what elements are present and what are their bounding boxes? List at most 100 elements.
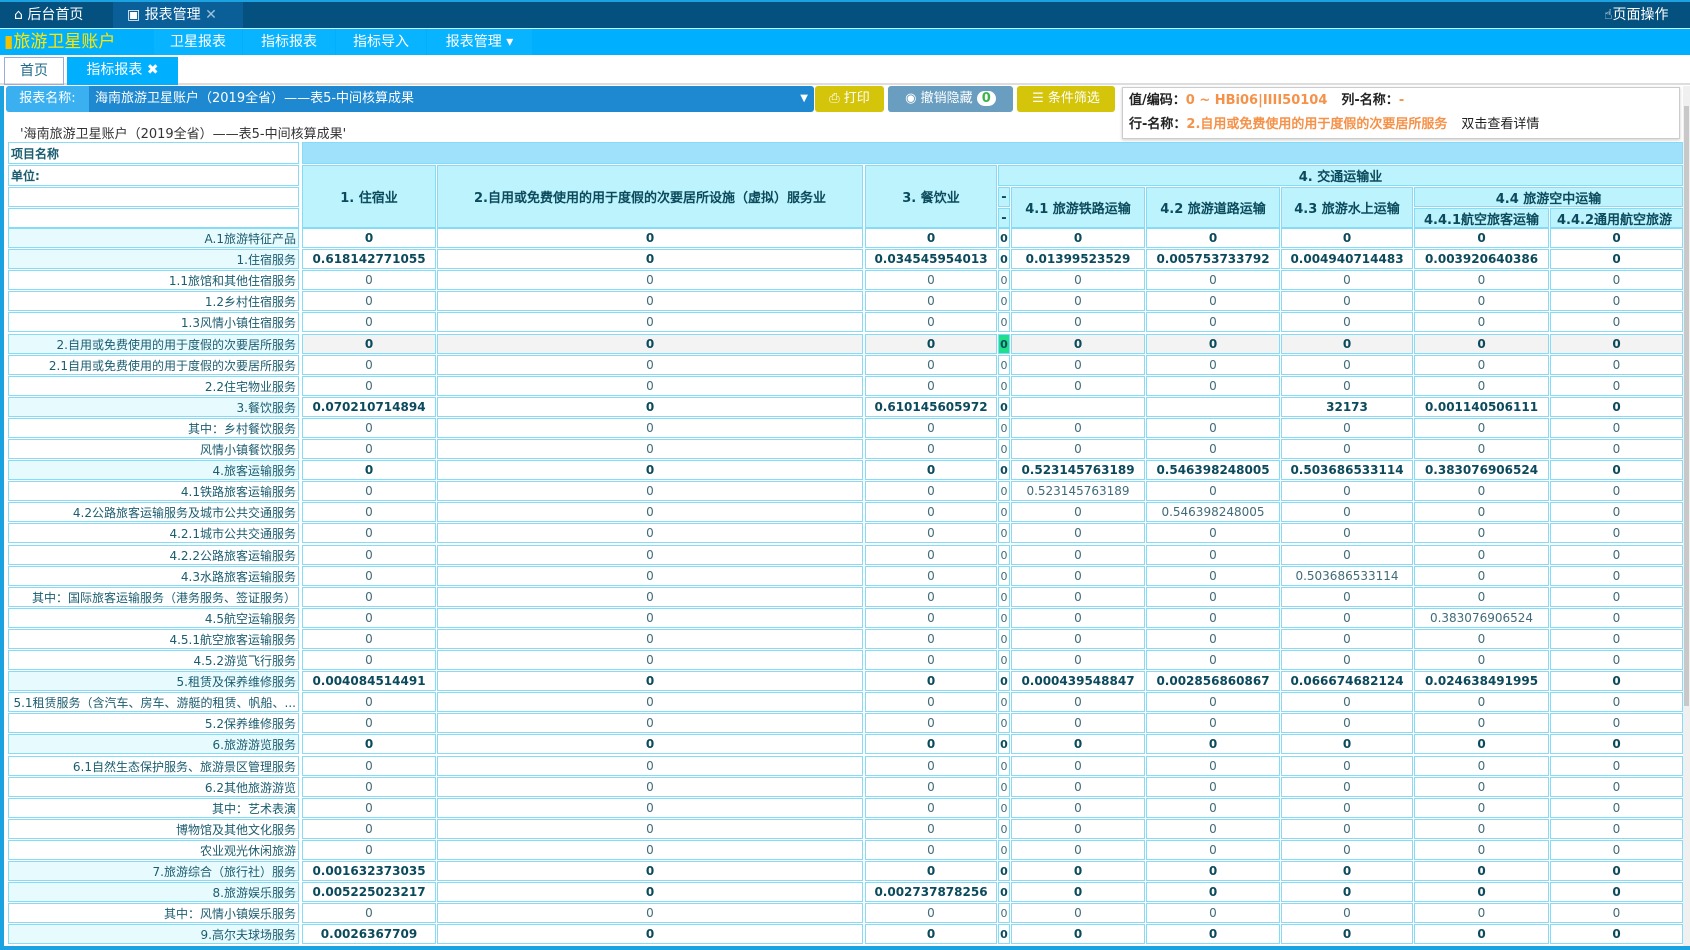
report-select[interactable]: 海南旅游卫星账户（2019全省）——表5-中间核算成果 ▼ (89, 86, 814, 112)
table-cell[interactable]: 0 (1414, 882, 1549, 902)
table-cell[interactable]: 0 (1146, 334, 1280, 354)
table-cell[interactable]: 0 (1281, 523, 1413, 543)
table-cell[interactable]: 0 (998, 481, 1010, 501)
nav-indicator-report[interactable]: 指标报表 (243, 29, 335, 55)
table-cell[interactable]: 0 (1550, 692, 1683, 712)
table-cell[interactable]: 0.004084514491 (302, 671, 436, 691)
table-cell[interactable]: 0 (1281, 439, 1413, 459)
table-cell[interactable]: 0 (1011, 840, 1145, 860)
table-cell[interactable]: 0 (1281, 608, 1413, 628)
table-cell[interactable]: 0 (437, 545, 863, 565)
table-cell[interactable]: 0.002856860867 (1146, 671, 1280, 691)
table-cell[interactable]: 0 (302, 903, 436, 923)
table-cell[interactable]: 0 (865, 312, 997, 332)
table-cell[interactable]: 0 (998, 566, 1010, 586)
table-cell[interactable]: 0 (1281, 924, 1413, 944)
table-cell[interactable]: 0 (437, 924, 863, 944)
table-cell[interactable]: 0 (302, 545, 436, 565)
table-cell[interactable]: 0 (302, 566, 436, 586)
table-cell[interactable]: 0 (1281, 819, 1413, 839)
table-cell[interactable]: 0 (1146, 882, 1280, 902)
table-cell[interactable]: 0 (302, 228, 436, 248)
table-cell[interactable]: 0.024638491995 (1414, 671, 1549, 691)
table-cell[interactable]: 0 (1550, 608, 1683, 628)
table-cell[interactable]: 0 (1281, 270, 1413, 290)
table-cell[interactable]: 0 (1011, 924, 1145, 944)
table-cell[interactable]: 0 (437, 312, 863, 332)
table-cell[interactable]: 0 (1281, 650, 1413, 670)
table-cell[interactable]: 0 (1146, 587, 1280, 607)
table-cell[interactable]: 0 (1146, 228, 1280, 248)
table-cell[interactable]: 0 (865, 460, 997, 480)
table-cell[interactable]: 0 (437, 228, 863, 248)
table-cell[interactable]: 0 (1550, 734, 1683, 754)
table-cell[interactable]: 0 (1146, 819, 1280, 839)
nav-indicator-import[interactable]: 指标导入 (336, 29, 426, 55)
table-cell[interactable]: 0 (302, 840, 436, 860)
table-cell[interactable]: 0 (1414, 713, 1549, 733)
table-cell[interactable]: 0 (1550, 481, 1683, 501)
table-cell[interactable]: 0 (865, 418, 997, 438)
table-cell[interactable]: 0 (865, 713, 997, 733)
table-cell[interactable]: 0 (865, 270, 997, 290)
table-cell[interactable]: 0 (1281, 692, 1413, 712)
table-cell[interactable]: 0 (1146, 629, 1280, 649)
table-cell[interactable]: 0 (1414, 861, 1549, 881)
table-cell[interactable]: 0 (1011, 334, 1145, 354)
table-cell[interactable]: 0 (865, 840, 997, 860)
table-cell[interactable]: 0 (865, 291, 997, 311)
table-cell[interactable]: 0 (1281, 903, 1413, 923)
table-cell[interactable]: 0 (1550, 291, 1683, 311)
table-cell[interactable]: 0 (1011, 228, 1145, 248)
table-cell[interactable]: 0 (865, 629, 997, 649)
table-cell[interactable]: 0 (1414, 587, 1549, 607)
table-cell[interactable]: 0 (437, 692, 863, 712)
table-cell[interactable]: 0 (1414, 291, 1549, 311)
table-cell[interactable]: 0 (865, 756, 997, 776)
table-cell[interactable]: 0 (302, 798, 436, 818)
table-cell[interactable]: 0 (1414, 650, 1549, 670)
table-cell[interactable]: 0 (1011, 418, 1145, 438)
table-cell[interactable]: 0 (1550, 903, 1683, 923)
table-cell[interactable]: 0 (1414, 566, 1549, 586)
table-cell[interactable]: 0 (1146, 545, 1280, 565)
table-cell[interactable]: 0.610145605972 (865, 397, 997, 417)
nav-report-management[interactable]: 报表管理 ▾ (427, 29, 532, 55)
table-cell[interactable]: 0 (1414, 418, 1549, 438)
table-cell[interactable]: 0 (437, 713, 863, 733)
table-cell[interactable]: 0 (1011, 713, 1145, 733)
table-cell[interactable]: 0 (302, 629, 436, 649)
table-cell[interactable]: 0 (1011, 861, 1145, 881)
table-cell[interactable]: 0 (998, 397, 1010, 417)
table-cell[interactable]: 0 (1414, 439, 1549, 459)
table-cell[interactable]: 0.005753733792 (1146, 249, 1280, 269)
table-cell[interactable]: 0 (302, 692, 436, 712)
table-cell[interactable]: 0 (437, 439, 863, 459)
table-cell[interactable]: 0 (1011, 587, 1145, 607)
table-cell[interactable]: 0 (437, 671, 863, 691)
print-button[interactable]: ⎙ 打印 (815, 86, 884, 112)
table-cell[interactable]: 0 (437, 734, 863, 754)
table-cell[interactable]: 0 (1414, 523, 1549, 543)
table-cell[interactable]: 0 (1281, 312, 1413, 332)
table-cell[interactable]: 0 (302, 587, 436, 607)
vertical-scrollbar[interactable] (1683, 86, 1690, 946)
table-cell[interactable]: 0 (998, 713, 1010, 733)
table-cell[interactable]: 0 (1281, 713, 1413, 733)
table-cell[interactable]: 0 (1146, 924, 1280, 944)
table-cell[interactable]: 0 (998, 460, 1010, 480)
table-cell[interactable]: 0 (1011, 376, 1145, 396)
table-cell[interactable]: 0 (1011, 819, 1145, 839)
table-cell[interactable]: 0 (1011, 291, 1145, 311)
table-cell[interactable]: 0 (1011, 756, 1145, 776)
table-cell[interactable] (1011, 397, 1145, 417)
table-cell[interactable]: 0 (998, 798, 1010, 818)
table-cell[interactable]: 0 (437, 861, 863, 881)
table-cell[interactable]: 0 (1550, 460, 1683, 480)
table-cell[interactable]: 0 (1011, 502, 1145, 522)
table-cell[interactable]: 0 (1146, 376, 1280, 396)
table-cell[interactable]: 0 (1414, 692, 1549, 712)
table-cell[interactable]: 0 (998, 587, 1010, 607)
table-cell[interactable]: 0 (1414, 734, 1549, 754)
table-cell[interactable]: 0 (998, 418, 1010, 438)
